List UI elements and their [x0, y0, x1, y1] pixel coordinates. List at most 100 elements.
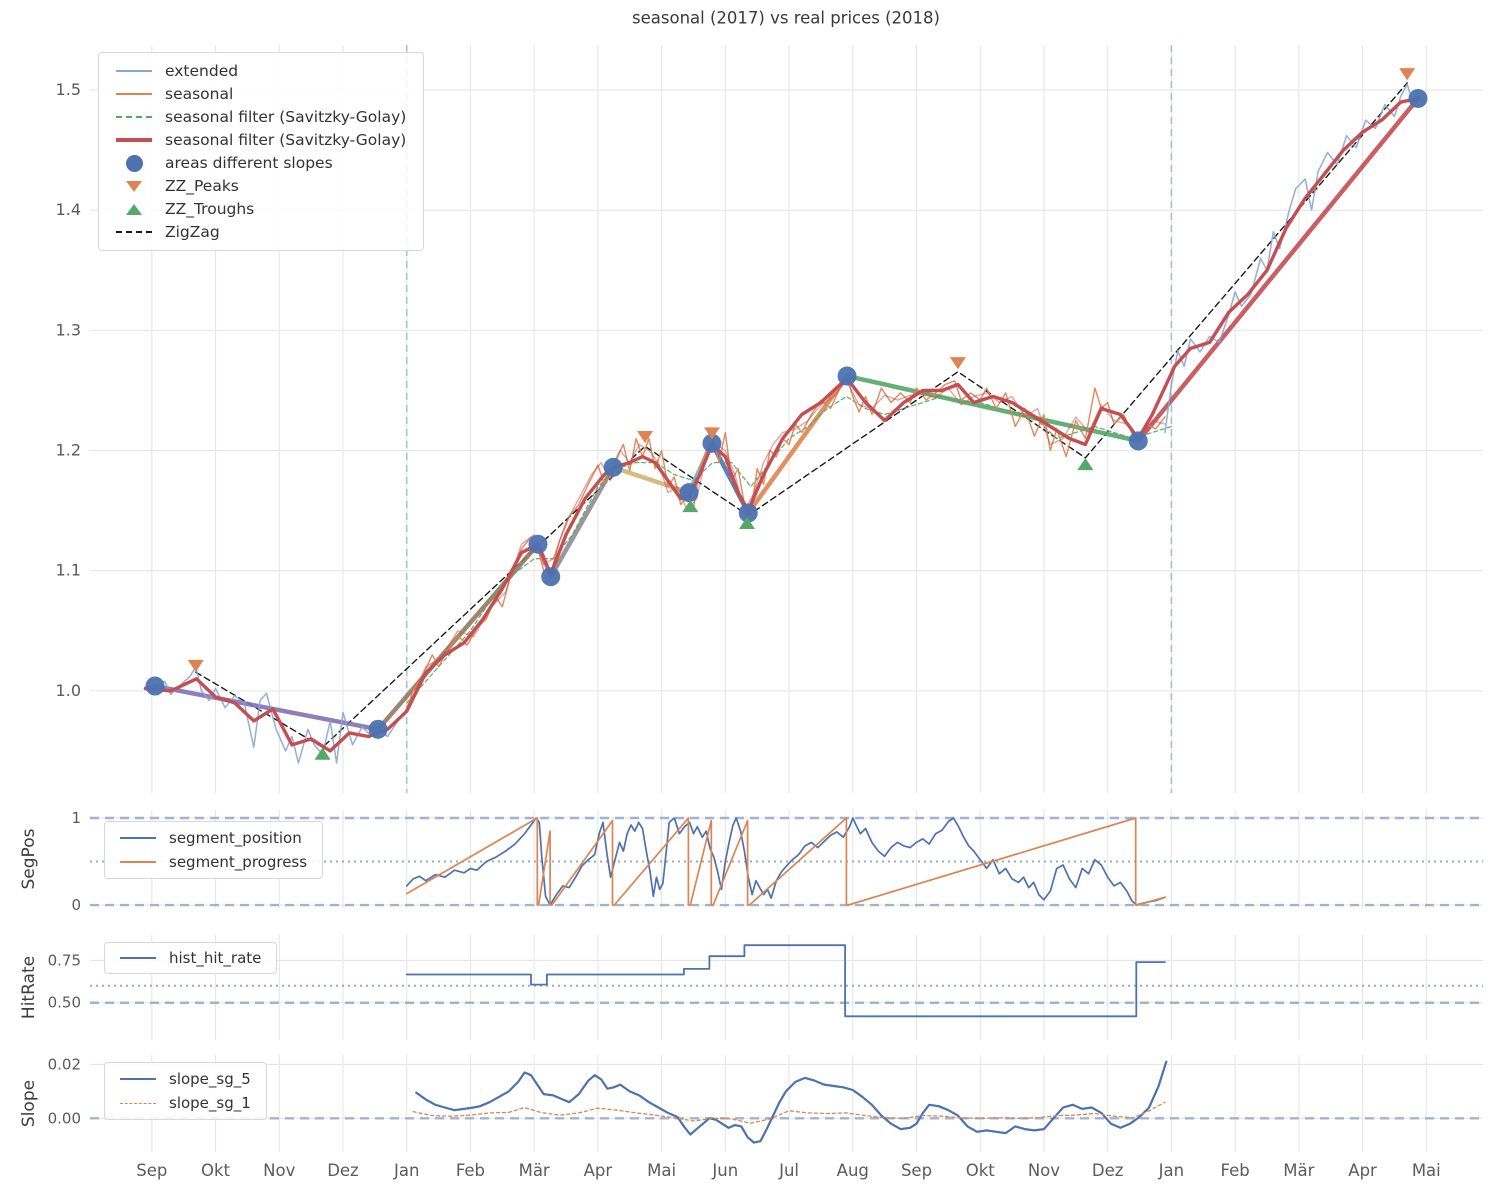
series-slope-segments-segment: [746, 373, 850, 516]
y-tick-label: 0.02: [48, 1055, 81, 1073]
legend-item-label: ZZ_Troughs: [165, 200, 255, 218]
legend-item-label: hist_hit_rate: [169, 949, 262, 967]
legend-item-zz-troughs: ZZ_Troughs: [116, 200, 406, 218]
legend-sample: [116, 93, 152, 95]
y-tick-label: 1.5: [56, 80, 81, 99]
y-tick-label: 1.2: [56, 441, 81, 460]
marker-triangle-down-icon: [187, 659, 204, 673]
legend-item-extended: extended: [116, 62, 406, 80]
hitrate-legend: hist_hit_rate: [104, 942, 278, 974]
line-sample-icon: [116, 93, 152, 95]
x-tick-label: Feb: [456, 1161, 485, 1180]
x-tick-label: Jan: [1158, 1161, 1184, 1180]
legend-item-label: areas different slopes: [165, 154, 333, 172]
y-tick-label: 0.00: [48, 1109, 81, 1127]
legend-item-hist-hit-rate: hist_hit_rate: [120, 949, 261, 967]
x-tick-label: Mai: [1412, 1161, 1441, 1180]
legend-sample: [120, 1102, 156, 1104]
line-sample-icon: [116, 138, 152, 142]
x-tick-label: Okt: [966, 1161, 996, 1180]
x-tick-label: Jan: [393, 1161, 419, 1180]
legend-item-seasonal-filter-savitzky-golay-: seasonal filter (Savitzky-Golay): [116, 108, 406, 126]
legend-item-segment-progress: segment_progress: [120, 853, 307, 871]
marker-triangle-down-icon: [637, 430, 654, 444]
y-tick-label: 0.75: [48, 951, 81, 969]
legend-sample: [120, 837, 156, 839]
legend-sample: [116, 180, 152, 192]
x-tick-label: Nov: [263, 1161, 295, 1180]
y-tick-label: 1.3: [56, 320, 81, 339]
series-slope-segments-segment: [1136, 96, 1421, 444]
x-tick-label: Apr: [1348, 1161, 1377, 1180]
marker-triangle-up-icon: [1077, 457, 1094, 471]
triangle-down-icon: [126, 180, 142, 192]
series-segment_progress: [405, 817, 1166, 906]
axis-label-hitrate: HitRate: [19, 956, 39, 1019]
legend-item-areas-different-slopes: areas different slopes: [116, 154, 406, 172]
legend-item-slope-sg-5: slope_sg_5: [120, 1070, 251, 1088]
x-tick-label: Sep: [136, 1161, 167, 1180]
legend-item-seasonal-filter-savitzky-golay-: seasonal filter (Savitzky-Golay): [116, 131, 406, 149]
x-tick-label: Apr: [584, 1161, 613, 1180]
marker-circle-areas-different-slopes: [1128, 431, 1148, 451]
legend-sample: [116, 154, 152, 172]
series-slope_sg_5: [415, 1060, 1168, 1144]
x-tick-label: Mär: [1283, 1161, 1314, 1180]
series-segment_position: [405, 817, 1166, 906]
legend-sample: [116, 203, 152, 215]
marker-triangle-up-icon: [738, 516, 755, 529]
legend-item-label: ZZ_Peaks: [165, 177, 239, 195]
series-hist_hit_rate: [405, 944, 1166, 1018]
legend-sample: [120, 957, 156, 959]
x-tick-label: Jul: [778, 1161, 799, 1180]
legend-item-label: seasonal filter (Savitzky-Golay): [165, 131, 407, 149]
x-tick-label: Jun: [711, 1161, 738, 1180]
series-slope-segments-segment: [548, 465, 616, 579]
x-tick-label: Feb: [1221, 1161, 1250, 1180]
legend-item-label: segment_position: [169, 829, 302, 847]
y-tick-label: 1.1: [56, 561, 81, 580]
legend-sample: [116, 138, 152, 142]
x-tick-label: Dez: [1092, 1161, 1124, 1180]
marker-triangle-down-icon: [949, 357, 966, 370]
legend-item-label: extended: [165, 62, 239, 80]
legend-item-segment-position: segment_position: [120, 829, 307, 847]
x-tick-label: Okt: [201, 1161, 231, 1180]
marker-circle-areas-different-slopes: [145, 676, 165, 696]
axis-label-slope: Slope: [19, 1080, 39, 1127]
legend-item-seasonal: seasonal: [116, 85, 406, 103]
marker-circle-areas-different-slopes: [679, 483, 699, 503]
segpos-legend: segment_position segment_progress: [104, 821, 324, 879]
y-tick-label: 0.50: [48, 994, 81, 1012]
circle-marker-icon: [125, 154, 143, 172]
legend-sample: [120, 861, 156, 863]
marker-circle-areas-different-slopes: [528, 534, 548, 554]
line-sample-icon: [116, 70, 152, 72]
dashed-line-sample-icon: [120, 1102, 156, 1104]
marker-triangle-down-icon: [1399, 68, 1416, 81]
series-slope-segments-segment: [152, 683, 381, 732]
marker-triangle-up-icon: [682, 500, 699, 513]
dashed-line-sample-icon: [116, 116, 152, 118]
series-extended-2017: [144, 666, 408, 764]
line-sample-icon: [120, 1078, 156, 1080]
y-tick-label: 1.0: [56, 681, 81, 700]
y-tick-label: 1: [71, 809, 81, 827]
marker-circle-areas-different-slopes: [541, 567, 561, 587]
marker-triangle-down-icon: [703, 427, 720, 440]
x-tick-label: Aug: [837, 1161, 869, 1180]
legend-item-label: slope_sg_1: [169, 1094, 251, 1112]
axis-label-segpos: SegPos: [19, 828, 39, 889]
x-tick-label: Mär: [519, 1161, 550, 1180]
legend-sample: [116, 231, 152, 233]
slope-legend: slope_sg_5 slope_sg_1: [104, 1062, 267, 1120]
x-tick-label: Sep: [901, 1161, 932, 1180]
legend-item-label: seasonal filter (Savitzky-Golay): [165, 108, 407, 126]
x-tick-label: Nov: [1028, 1161, 1060, 1180]
x-tick-label: Mai: [647, 1161, 676, 1180]
marker-triangle-up-icon: [314, 747, 331, 760]
marker-circle-areas-different-slopes: [837, 366, 857, 386]
legend-sample: [116, 116, 152, 118]
legend-item-zz-peaks: ZZ_Peaks: [116, 177, 406, 195]
